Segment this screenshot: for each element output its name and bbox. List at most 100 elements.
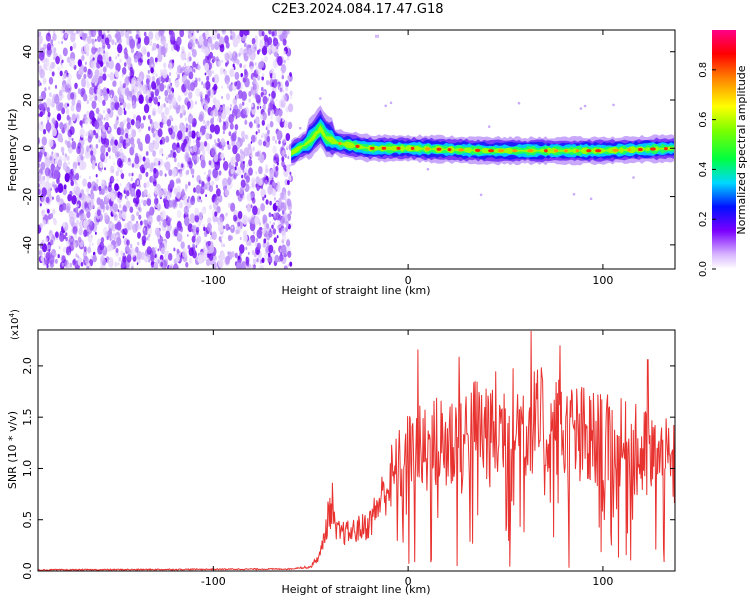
noise-speckle [102, 66, 107, 73]
noise-speckle [216, 188, 221, 197]
noise-speckle [145, 78, 150, 85]
noise-speckle [87, 36, 92, 44]
noise-speckle [130, 119, 135, 126]
noise-speckle [214, 197, 220, 206]
noise-speckle [93, 197, 96, 202]
noise-speckle [261, 257, 265, 264]
noise-speckle [192, 174, 194, 178]
noise-speckle [264, 55, 268, 63]
noise-speckle [90, 60, 97, 71]
noise-speckle [39, 95, 42, 101]
noise-speckle [153, 177, 156, 182]
noise-speckle [45, 32, 52, 42]
noise-speckle [117, 157, 123, 168]
noise-speckle [126, 102, 131, 110]
noise-speckle [60, 61, 63, 65]
noise-speckle [101, 34, 104, 40]
noise-speckle [160, 46, 166, 56]
noise-speckle [278, 140, 281, 145]
noise-speckle [208, 181, 211, 186]
noise-speckle [185, 262, 189, 268]
noise-speckle [129, 126, 133, 132]
noise-speckle [227, 251, 229, 255]
noise-speckle [192, 243, 196, 249]
noise-speckle [212, 56, 216, 63]
noise-speckle [51, 45, 54, 51]
noise-speckle [268, 244, 274, 254]
noise-speckle [135, 33, 139, 40]
noise-speckle [235, 93, 239, 100]
noise-speckle [114, 139, 118, 146]
noise-speckle [249, 65, 254, 73]
noise-speckle [167, 154, 170, 158]
noise-speckle [109, 72, 115, 81]
noise-speckle [227, 177, 232, 186]
noise-speckle [134, 155, 140, 165]
noise-speckle [60, 146, 65, 153]
signal-hotspot [586, 149, 592, 153]
x-tick-label: -100 [201, 575, 226, 588]
noise-speckle [48, 86, 51, 90]
noise-speckle [103, 110, 105, 114]
noise-speckle [251, 197, 256, 204]
noise-speckle [51, 101, 55, 108]
noise-speckle [167, 63, 171, 69]
y-tick-label: 1.0 [21, 460, 34, 478]
noise-speckle [203, 104, 208, 112]
noise-speckle [66, 114, 70, 121]
noise-speckle [38, 50, 45, 61]
noise-speckle [176, 248, 180, 254]
noise-speckle [112, 80, 117, 87]
noise-speckle [122, 73, 124, 77]
noise-speckle [246, 146, 253, 157]
noise-speckle [126, 196, 129, 201]
noise-speckle [216, 33, 221, 40]
noise-speckle [102, 99, 106, 106]
noise-speckle [73, 186, 77, 191]
noise-speckle [193, 80, 198, 88]
noise-speckle [171, 97, 177, 106]
noise-speckle [70, 180, 74, 187]
noise-speckle [251, 177, 256, 185]
noise-speckle [166, 119, 172, 127]
noise-speckle [259, 105, 262, 109]
noise-speckle [85, 116, 88, 120]
spectrogram-axes: -100 0 100 40 20 0 -20 -40 [21, 30, 675, 287]
snr-panel: -100 0 100 0.0 0.5 1.0 1.5 2.0 Height of straig… [6, 309, 676, 596]
noise-speckle [123, 62, 127, 67]
noise-speckle [282, 142, 285, 148]
noise-speckle [272, 72, 277, 80]
noise-speckle [203, 38, 209, 47]
noise-speckle [153, 157, 159, 168]
noise-speckle [105, 204, 110, 211]
noise-speckle [62, 47, 68, 57]
noise-speckle [245, 134, 249, 141]
noise-speckle [255, 38, 258, 43]
noise-speckle [285, 221, 290, 228]
noise-speckle [195, 38, 199, 45]
noise-speckle [260, 39, 262, 43]
noise-speckle [189, 213, 196, 224]
noise-speckle [221, 95, 224, 100]
noise-speckle [62, 246, 67, 253]
noise-speckle [265, 164, 268, 170]
noise-speckle [268, 102, 274, 111]
noise-speckle [52, 196, 54, 200]
noise-speckle [38, 151, 43, 159]
noise-speckle [136, 262, 139, 266]
noise-speckle [123, 189, 126, 194]
noise-speckle [108, 155, 111, 160]
noise-speckle [104, 187, 108, 194]
noise-speckle [207, 90, 211, 97]
noise-speckle [125, 183, 130, 192]
noise-speckle [278, 108, 283, 117]
noise-speckle [258, 166, 263, 175]
noise-speckle [270, 115, 273, 120]
noise-speckle [238, 52, 241, 57]
noise-speckle [274, 139, 278, 144]
noise-speckle [164, 89, 169, 97]
noise-speckle [172, 151, 177, 159]
noise-speckle [149, 90, 152, 94]
noise-speckle [287, 30, 290, 35]
noise-speckle [217, 142, 220, 148]
